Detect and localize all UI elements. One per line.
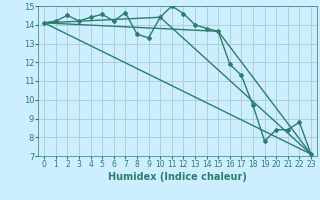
X-axis label: Humidex (Indice chaleur): Humidex (Indice chaleur) — [108, 172, 247, 182]
